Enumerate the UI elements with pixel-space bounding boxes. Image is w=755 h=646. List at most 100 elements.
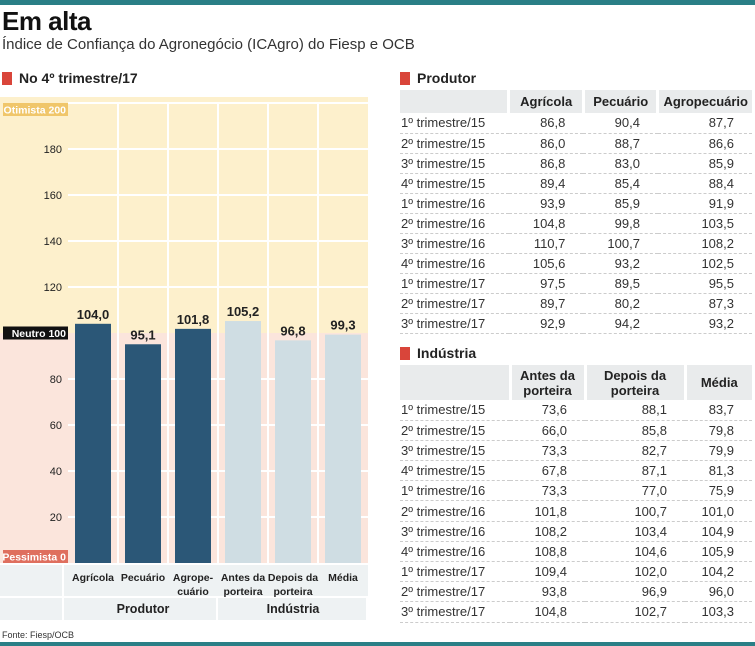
table-row: 1º trimestre/17 109,4 102,0 104,2 (400, 561, 752, 583)
table-row: 4º trimestre/16 105,6 93,2 102,5 (400, 253, 752, 274)
table-cell: 103,3 (685, 601, 752, 623)
row-label: 2º trimestre/15 (400, 133, 509, 154)
bar-0 (75, 323, 111, 563)
table-cell: 92,9 (508, 313, 584, 334)
table-cell: 80,2 (583, 293, 658, 314)
column-header: Antes da porteira (508, 365, 585, 400)
data-label: 105,2 (227, 304, 260, 319)
table-cell: 103,4 (585, 521, 685, 542)
row-label: 2º trimestre/16 (400, 213, 509, 234)
category-row-bg (64, 565, 368, 596)
produtor-section-header: Produtor (400, 70, 476, 86)
y-tick-label: 160 (44, 190, 62, 202)
special-tick-box (3, 550, 68, 563)
section-marker-icon (2, 71, 12, 85)
table-cell: 83,7 (685, 400, 752, 421)
category-label: cuário (177, 586, 209, 598)
table-cell: 94,2 (583, 313, 658, 334)
table-cell: 87,7 (657, 113, 752, 134)
table-row: 1º trimestre/17 97,5 89,5 95,5 (400, 273, 752, 294)
special-tick-label: Otimista 200 (4, 105, 67, 117)
special-tick-label: Neutro 100 (12, 328, 66, 340)
table-row: 4º trimestre/16 108,8 104,6 105,9 (400, 541, 752, 563)
table-row: 3º trimestre/15 73,3 82,7 79,9 (400, 440, 752, 462)
y-tick-label: 180 (44, 144, 62, 156)
column-header: Pecuário (581, 90, 658, 113)
special-tick-box (3, 326, 68, 340)
table-cell: 88,4 (657, 173, 752, 194)
row-label: 3º trimestre/15 (400, 153, 509, 174)
table-cell: 101,8 (510, 500, 585, 522)
table-cell: 105,9 (685, 541, 752, 563)
row-label: 1º trimestre/15 (400, 113, 509, 134)
table-cell: 95,5 (657, 273, 752, 294)
y-tick-label: 20 (50, 512, 62, 524)
table-cell: 109,4 (510, 561, 585, 583)
category-label: porteira (273, 586, 312, 598)
table-row: 4º trimestre/15 67,8 87,1 81,3 (400, 460, 752, 482)
table-cell: 67,8 (510, 460, 585, 482)
row-label: 4º trimestre/15 (400, 460, 510, 482)
section-marker-icon (400, 71, 410, 85)
bar-2 (175, 328, 211, 563)
table-cell: 87,3 (657, 293, 752, 314)
table-cell: 93,2 (657, 313, 752, 334)
table-row: 3º trimestre/17 104,8 102,7 103,3 (400, 601, 752, 623)
table-cell: 85,4 (583, 173, 658, 194)
table-cell: 93,9 (508, 193, 584, 214)
data-label: 104,0 (77, 307, 110, 322)
header-row: Agrícola Pecuário Agropecuário (400, 90, 752, 113)
group-row-bg (218, 598, 366, 620)
table-cell: 100,7 (585, 500, 685, 522)
row-label: 2º trimestre/15 (400, 420, 510, 441)
table-cell: 102,5 (657, 253, 752, 274)
table-cell: 100,7 (583, 233, 658, 254)
bar-4 (275, 340, 311, 563)
category-label: Agrope- (173, 572, 214, 584)
y-tick-label: 40 (50, 466, 62, 478)
table-cell: 108,2 (657, 233, 752, 254)
row-label: 1º trimestre/16 (400, 480, 510, 502)
table-row: 2º trimestre/17 89,7 80,2 87,3 (400, 293, 752, 314)
table-cell: 104,2 (685, 561, 752, 583)
produtor-title: Produtor (417, 70, 477, 86)
table-cell: 102,7 (585, 601, 685, 623)
table-cell: 99,8 (583, 213, 658, 234)
data-label: 95,1 (130, 327, 155, 342)
column-header: Agropecuário (656, 90, 752, 113)
produtor-table: Agrícola Pecuário Agropecuário 1º trimestre… (400, 90, 752, 334)
bar-chart: 20 40 60 80 120 140 160 180 Otimista 200 Neutro 1… (0, 97, 368, 620)
bottom-rule (0, 642, 755, 646)
table-cell: 108,8 (510, 541, 585, 563)
industria-title: Indústria (417, 345, 477, 361)
table-row: 2º trimestre/15 66,0 85,8 79,8 (400, 420, 752, 441)
table-cell: 85,8 (585, 420, 685, 441)
column-header: Depois da porteira (583, 365, 685, 400)
row-label: 3º trimestre/16 (400, 233, 509, 254)
chart-section-header: No 4º trimestre/17 (2, 70, 138, 86)
table-cell: 89,4 (508, 173, 584, 194)
table-row: 1º trimestre/15 73,6 88,1 83,7 (400, 400, 752, 421)
y-tick-label: 80 (50, 374, 62, 386)
table-cell: 104,8 (510, 601, 585, 623)
data-label: 96,8 (280, 323, 305, 338)
row-label: 2º trimestre/16 (400, 500, 510, 522)
special-tick-box (3, 103, 68, 116)
table-cell: 89,5 (583, 273, 658, 294)
table-cell: 82,7 (585, 440, 685, 462)
source-note: Fonte: Fiesp/OCB (2, 630, 75, 640)
table-row: 3º trimestre/15 86,8 83,0 85,9 (400, 153, 752, 174)
table-row: 2º trimestre/15 86,0 88,7 86,6 (400, 133, 752, 154)
table-cell: 108,2 (510, 521, 585, 542)
row-label: 4º trimestre/15 (400, 173, 509, 194)
table-cell: 104,6 (585, 541, 685, 563)
table-cell: 93,8 (510, 581, 585, 603)
row-label: 1º trimestre/16 (400, 193, 509, 214)
category-label: Agrícola (72, 572, 114, 584)
row-label: 4º trimestre/16 (400, 541, 510, 563)
top-rule (0, 0, 755, 5)
table-cell: 96,9 (585, 581, 685, 603)
table-row: 1º trimestre/15 86,8 90,4 87,7 (400, 113, 752, 134)
subtitle: Índice de Confiança do Agronegócio (ICAg… (2, 36, 415, 53)
table-row: 2º trimestre/16 101,8 100,7 101,0 (400, 500, 752, 522)
